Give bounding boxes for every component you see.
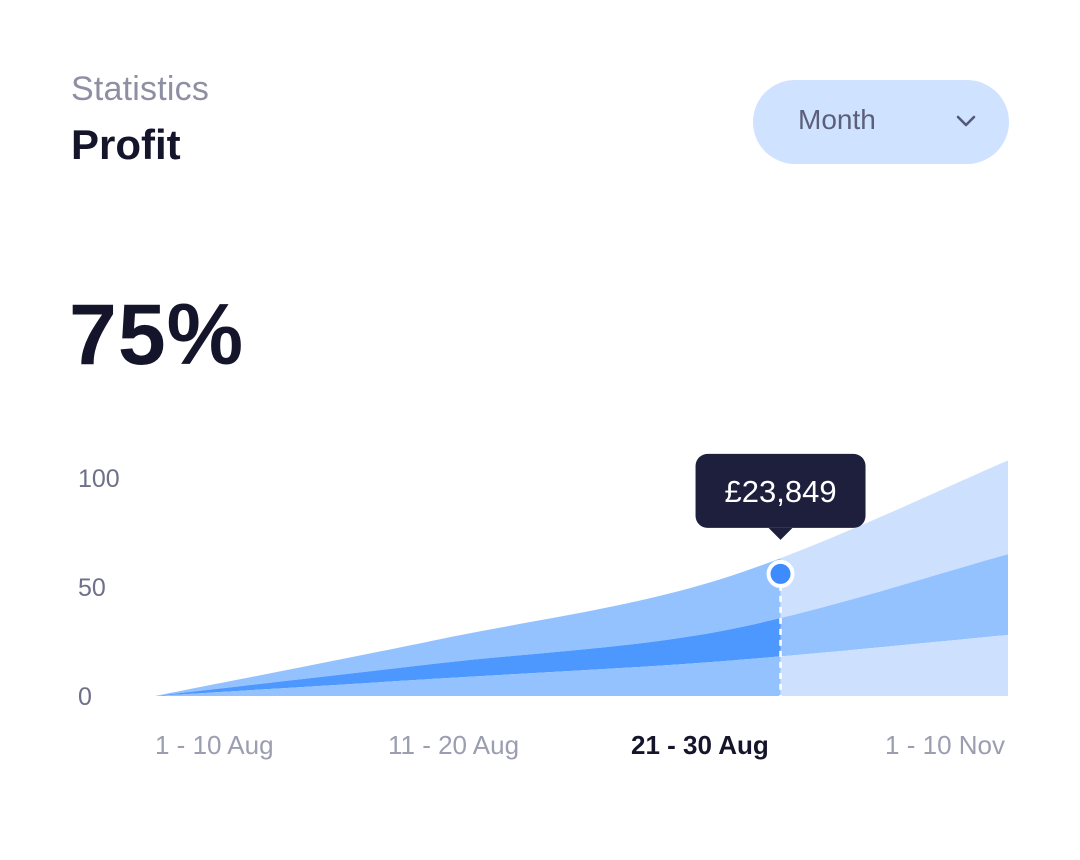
area-band-bottom-past (155, 656, 781, 696)
card-overline: Statistics (71, 70, 210, 108)
profit-percentage: 75% (69, 287, 245, 383)
period-selected-value: Month (798, 104, 876, 135)
x-tick-label: 11 - 20 Aug (388, 730, 519, 760)
y-axis-ticks: 0 50 100 (78, 465, 120, 711)
chart-areas (155, 460, 1008, 696)
chart-highlight: £23,849 (695, 453, 866, 696)
y-tick-label: 100 (78, 465, 120, 493)
x-tick-label: 21 - 30 Aug (631, 730, 769, 760)
tooltip-box (695, 453, 866, 528)
area-band-middle-future (780, 554, 1008, 657)
area-band-top-past (155, 558, 781, 696)
area-band-bottom-future (780, 634, 1008, 696)
period-dropdown[interactable]: Month (753, 80, 1009, 164)
tooltip-pointer (768, 527, 793, 540)
tooltip-value: £23,849 (725, 474, 837, 509)
x-tick-label: 1 - 10 Nov (885, 730, 1005, 760)
y-tick-label: 50 (78, 574, 106, 602)
card-title: Profit (71, 121, 181, 168)
area-band-top-future (780, 460, 1008, 619)
x-axis-ticks: 1 - 10 Aug 11 - 20 Aug 21 - 30 Aug 1 - 10 N… (155, 730, 1005, 760)
area-band-middle-past (155, 618, 781, 696)
x-tick-label: 1 - 10 Aug (155, 730, 274, 760)
highlight-marker (766, 559, 795, 588)
chevron-down-icon[interactable] (954, 111, 978, 131)
y-tick-label: 0 (78, 683, 92, 711)
